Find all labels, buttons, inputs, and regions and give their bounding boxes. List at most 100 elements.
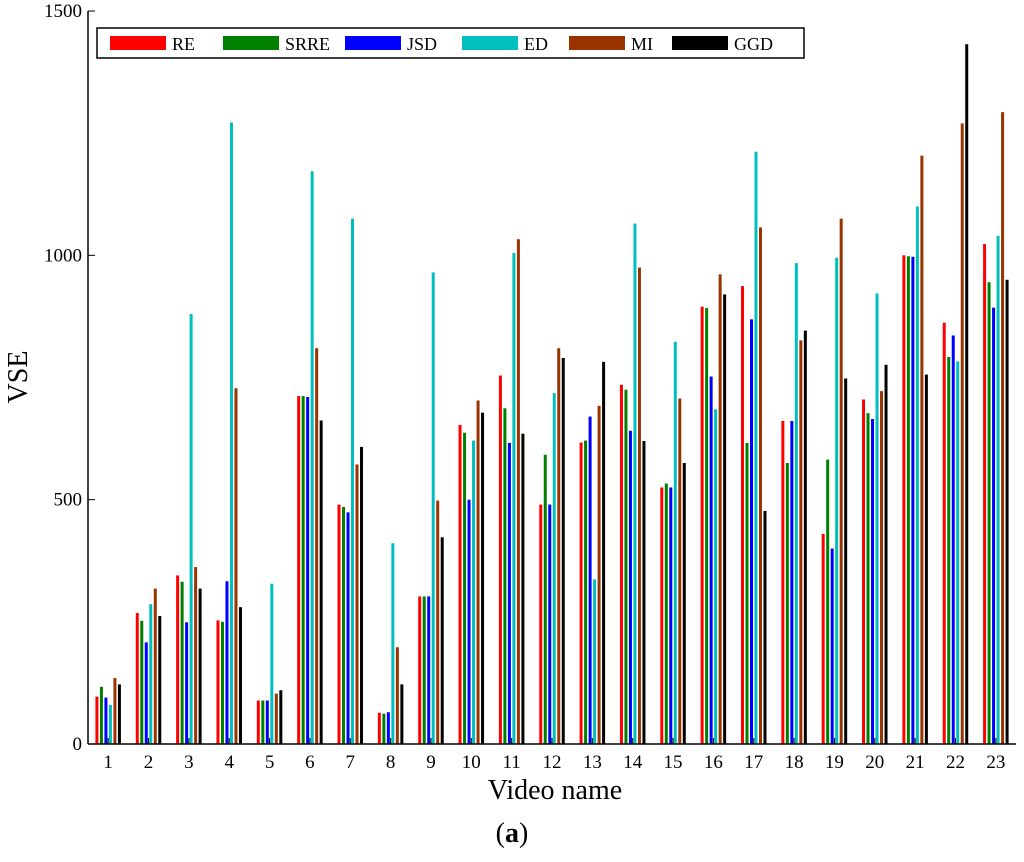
bar-srre-17 — [745, 442, 749, 744]
bar-ed-15 — [673, 341, 677, 744]
bar-mi-6 — [315, 348, 319, 744]
bar-mi-20 — [880, 391, 884, 744]
bar-ed-17 — [754, 151, 758, 745]
bar-jsd-18 — [790, 420, 794, 744]
bar-jsd-9 — [427, 596, 431, 744]
bar-srre-13 — [584, 440, 588, 744]
bar-re-22 — [942, 322, 946, 744]
bar-jsd-19 — [830, 548, 834, 744]
bar-mi-17 — [758, 227, 762, 745]
y-tick-label: 1500 — [44, 1, 82, 22]
bar-ed-1 — [108, 704, 112, 744]
x-tick-label: 14 — [623, 752, 643, 773]
x-tick-label: 5 — [265, 752, 275, 773]
bar-re-10 — [458, 424, 462, 744]
bar-jsd-23 — [992, 307, 996, 744]
bar-srre-14 — [624, 389, 628, 744]
bar-srre-11 — [503, 408, 507, 744]
bar-re-14 — [619, 384, 623, 744]
legend-swatch-ed — [462, 36, 518, 50]
x-axis-label: Video name — [488, 775, 622, 806]
bar-re-3 — [176, 575, 180, 744]
bar-ggd-19 — [844, 378, 848, 744]
bar-ed-6 — [310, 171, 314, 744]
bar-ggd-7 — [360, 446, 364, 744]
bar-mi-18 — [799, 340, 803, 744]
bar-mi-5 — [274, 693, 278, 744]
bar-srre-8 — [382, 713, 386, 744]
bar-jsd-21 — [911, 256, 915, 744]
x-tick-label: 7 — [346, 752, 356, 773]
bar-ed-9 — [431, 272, 435, 744]
bar-srre-4 — [220, 621, 224, 744]
bar-ggd-10 — [481, 412, 485, 744]
bar-mi-23 — [1001, 112, 1005, 744]
bar-mi-2 — [153, 588, 157, 744]
x-tick-label: 9 — [426, 752, 436, 773]
bar-srre-6 — [301, 396, 305, 744]
bar-jsd-10 — [467, 499, 471, 744]
bars-group — [95, 44, 1009, 745]
bar-ggd-2 — [158, 615, 162, 744]
bar-ed-7 — [351, 218, 355, 744]
bar-mi-12 — [557, 348, 561, 744]
figure-caption: (a) — [495, 818, 529, 849]
bar-mi-3 — [194, 567, 198, 744]
x-tick-label: 21 — [906, 752, 925, 773]
bar-re-5 — [256, 700, 260, 744]
bar-ggd-3 — [198, 588, 202, 744]
x-tick-label: 15 — [664, 752, 683, 773]
bar-srre-21 — [906, 256, 910, 744]
x-tick-label: 13 — [583, 752, 602, 773]
bar-srre-5 — [261, 700, 265, 744]
bar-jsd-4 — [225, 581, 229, 744]
bar-jsd-20 — [871, 419, 875, 744]
legend-label-ggd: GGD — [734, 34, 773, 54]
bar-srre-15 — [664, 483, 668, 744]
x-tick-label: 6 — [305, 752, 315, 773]
bar-srre-12 — [543, 454, 547, 744]
bar-re-1 — [95, 696, 99, 744]
bar-ggd-13 — [602, 361, 606, 744]
bar-jsd-6 — [306, 397, 310, 744]
bar-ed-4 — [229, 122, 233, 745]
bar-ed-10 — [472, 440, 476, 744]
bar-srre-22 — [947, 356, 951, 744]
bar-mi-1 — [113, 678, 117, 744]
bar-ed-18 — [794, 263, 798, 744]
legend: RE SRRE JSD ED MI GGD — [96, 27, 805, 59]
x-tick-label: 22 — [946, 752, 965, 773]
bar-ggd-5 — [279, 690, 283, 744]
bar-re-8 — [377, 712, 381, 744]
bar-re-20 — [862, 399, 866, 744]
bar-srre-9 — [422, 596, 426, 744]
bar-mi-7 — [355, 464, 359, 744]
bar-re-18 — [781, 420, 785, 744]
bar-srre-16 — [705, 308, 709, 744]
bar-jsd-13 — [588, 416, 592, 744]
legend-swatch-re — [110, 36, 166, 50]
bar-mi-11 — [516, 239, 520, 744]
bar-ed-3 — [189, 313, 193, 744]
x-tick-label: 8 — [386, 752, 396, 773]
bar-ed-21 — [915, 206, 919, 745]
bar-jsd-1 — [104, 697, 108, 744]
bar-ggd-16 — [723, 294, 727, 744]
bar-re-6 — [297, 396, 301, 744]
bar-srre-3 — [180, 581, 184, 744]
bar-re-16 — [700, 306, 704, 744]
bar-jsd-2 — [144, 642, 148, 744]
x-tick-label: 2 — [144, 752, 154, 773]
bar-ggd-21 — [924, 374, 928, 744]
bar-ed-20 — [875, 293, 879, 744]
bar-mi-14 — [637, 267, 641, 744]
x-tick-label: 17 — [744, 752, 763, 773]
bar-ggd-11 — [521, 433, 525, 744]
bar-mi-15 — [678, 398, 682, 744]
bar-mi-8 — [395, 647, 399, 744]
bar-ggd-1 — [117, 684, 121, 744]
bar-re-19 — [821, 533, 825, 744]
bar-ed-5 — [270, 583, 274, 744]
